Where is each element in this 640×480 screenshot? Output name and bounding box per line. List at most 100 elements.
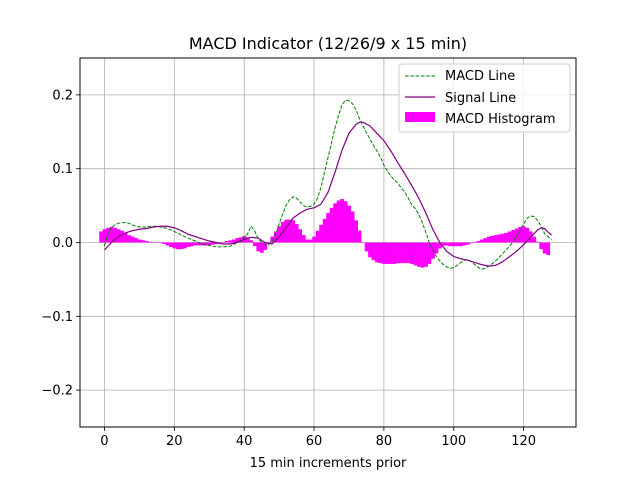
histogram-bar xyxy=(214,242,219,244)
histogram-bar xyxy=(539,242,544,250)
histogram-bar xyxy=(417,242,421,267)
histogram-bar xyxy=(504,232,509,243)
histogram-bar xyxy=(301,235,306,243)
histogram-bar xyxy=(326,212,331,243)
histogram-bar xyxy=(399,242,404,264)
histogram-bar xyxy=(120,230,124,243)
histogram-bar xyxy=(396,242,400,264)
histogram-bar xyxy=(186,242,191,247)
histogram-bar xyxy=(455,242,460,247)
histogram-bar xyxy=(347,205,352,243)
histogram-bar xyxy=(322,218,327,243)
histogram-bar xyxy=(252,242,257,247)
histogram-bar xyxy=(130,236,135,243)
histogram-bar xyxy=(270,236,275,243)
histogram-bar xyxy=(284,219,289,243)
legend-box xyxy=(398,63,571,133)
histogram-bar xyxy=(235,238,240,243)
x-tick-label: 20 xyxy=(166,434,183,449)
histogram-bar xyxy=(389,242,393,264)
y-tick-label: −0.1 xyxy=(41,310,73,325)
histogram-bar xyxy=(113,227,117,243)
histogram-bar xyxy=(231,239,236,243)
macd-line xyxy=(103,99,552,270)
histogram-bar xyxy=(312,236,317,243)
histogram-bar xyxy=(172,242,177,249)
histogram-bar xyxy=(99,231,104,243)
x-tick-label: 40 xyxy=(236,434,253,449)
histogram-bar xyxy=(350,211,355,243)
histogram-bar xyxy=(476,241,481,243)
histogram-bar xyxy=(385,242,390,264)
histogram-bar xyxy=(448,242,453,247)
histogram-bar xyxy=(197,242,201,246)
histogram-bar xyxy=(137,239,142,243)
histogram-bar xyxy=(354,220,358,243)
x-tick-label: 80 xyxy=(376,434,393,449)
histogram-bar xyxy=(190,242,194,247)
histogram-bar xyxy=(329,207,334,243)
histogram-bar xyxy=(493,235,498,243)
histogram-bar xyxy=(249,240,254,243)
x-tick-label: 100 xyxy=(441,434,466,449)
histogram-bar xyxy=(179,242,184,250)
histogram-bar xyxy=(141,240,145,243)
histogram-bar xyxy=(469,242,474,244)
histogram-bar xyxy=(361,242,365,243)
histogram-bar xyxy=(294,224,299,243)
histogram-bar xyxy=(287,219,292,243)
histogram-bar xyxy=(420,242,425,268)
histogram-bar xyxy=(256,242,261,252)
histogram-bar xyxy=(340,198,345,243)
histogram-bar xyxy=(438,242,442,249)
histogram-bar xyxy=(378,242,383,264)
histogram-bar xyxy=(382,242,386,264)
histogram-bar xyxy=(427,242,432,264)
histogram-bar xyxy=(259,242,264,253)
histogram-bar xyxy=(127,235,131,243)
legend-macd-label: MACD Line xyxy=(445,69,515,84)
histogram-bar xyxy=(123,232,128,243)
histogram-bar xyxy=(371,242,376,261)
series-lines xyxy=(103,99,552,270)
histogram-bar xyxy=(109,227,114,243)
histogram-bar xyxy=(424,242,428,267)
histogram-bar xyxy=(486,236,491,243)
histogram-bar xyxy=(357,230,362,243)
histogram-bar xyxy=(479,239,484,243)
signal-line xyxy=(104,121,552,267)
legend: MACD Line Signal Line MACD Histogram xyxy=(398,63,571,133)
histogram-bar xyxy=(452,242,456,247)
histogram-bar xyxy=(319,224,324,243)
chart-title: MACD Indicator (12/26/9 x 15 min) xyxy=(189,34,467,53)
x-axis-label: 15 min increments prior xyxy=(250,456,407,471)
histogram-bar xyxy=(336,200,341,243)
y-tick-label: 0.0 xyxy=(52,236,73,251)
histogram-bar xyxy=(483,238,488,243)
histogram-bar xyxy=(162,242,166,244)
histogram-bar xyxy=(210,242,215,245)
histogram-bar xyxy=(406,242,411,264)
histogram-bar xyxy=(434,242,439,254)
x-tick-label: 60 xyxy=(306,434,323,449)
histogram-bar xyxy=(472,242,477,243)
histogram-bar xyxy=(245,237,250,243)
histogram-bar xyxy=(134,238,138,243)
histogram-bar xyxy=(403,242,407,264)
histogram-bar xyxy=(224,241,229,243)
histogram-bar xyxy=(176,242,180,250)
histogram-bar xyxy=(410,242,414,264)
y-tick-label: 0.1 xyxy=(52,162,73,177)
histogram-bar xyxy=(308,239,313,243)
histogram-bar xyxy=(183,242,187,249)
histogram-bar xyxy=(144,241,149,243)
histogram-bar xyxy=(298,229,303,243)
histogram-bar xyxy=(305,239,310,243)
histogram-bar xyxy=(364,242,369,252)
histogram-bar xyxy=(204,242,208,246)
y-tick-label: −0.2 xyxy=(41,384,73,399)
histogram-bar xyxy=(333,203,338,243)
histogram-bar xyxy=(106,227,110,243)
histogram-bar xyxy=(228,240,233,243)
